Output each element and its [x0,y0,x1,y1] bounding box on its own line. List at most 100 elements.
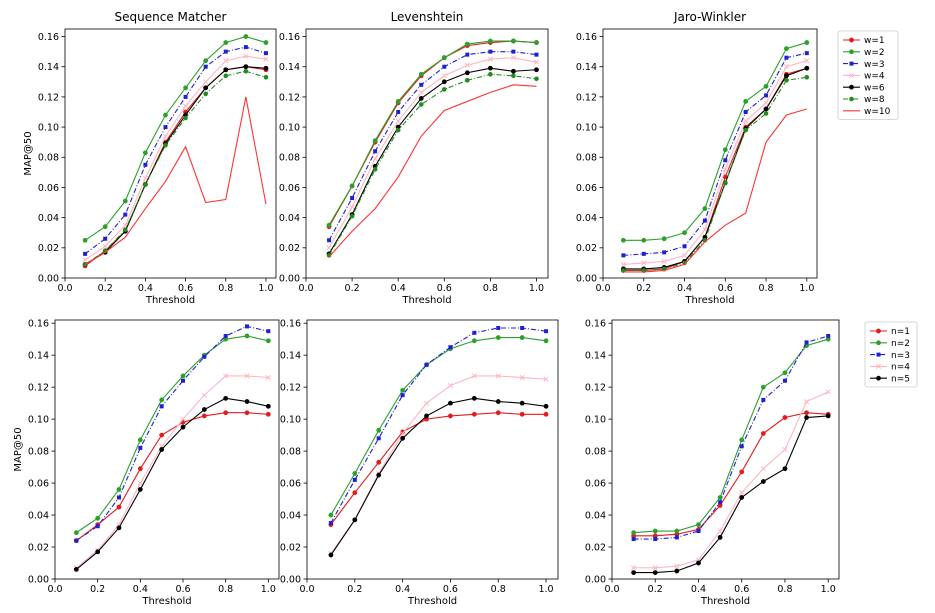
series-n-2 [73,333,271,536]
x-tick-label: 0.2 [345,283,360,294]
series-line-n-3 [330,327,547,524]
data-point-w-6 [534,67,539,73]
data-point-n-1 [448,413,453,419]
data-point-n-5 [159,447,165,452]
y-tick-label: 0.12 [280,383,301,394]
data-point-n-4 [782,446,788,453]
data-point-w-4 [223,58,229,64]
data-point-w-6 [263,65,269,71]
y-tick-label: 0.16 [280,319,301,330]
x-tick-label: 0.0 [595,283,610,294]
data-point-w-4 [418,89,424,95]
series-line-n-2 [633,338,829,534]
y-tick-label: 0.12 [576,92,597,103]
data-point-n-2 [352,471,358,476]
data-point-n-4 [244,373,250,379]
data-point-n-5 [116,525,122,531]
series-n-3 [631,333,831,542]
data-point-w-2 [418,71,424,77]
legend-marker-w-4 [848,72,855,78]
data-point-n-1 [265,411,271,417]
data-point-n-3 [826,333,831,338]
data-point-w-4 [702,227,708,233]
x-tick-label: 0.6 [443,584,458,595]
data-point-w-6 [511,68,516,74]
data-point-w-3 [123,212,128,217]
data-point-w-8 [511,73,516,79]
data-point-n-3 [138,445,143,450]
axes-frame [306,319,559,580]
data-point-n-4 [495,373,501,379]
x-tick-label: 0.8 [483,283,498,294]
x-tick-label: 0.2 [90,584,105,595]
y-tick-label: 0.16 [576,32,597,43]
data-point-w-8 [349,213,355,219]
data-point-n-3 [782,378,787,383]
data-point-n-3 [181,378,185,383]
series-line-n-2 [76,335,269,534]
y-tick-label: 0.14 [280,351,301,362]
x-tick-label: 0.2 [98,283,113,294]
y-tick-label: 0.10 [38,122,59,133]
data-point-n-5 [519,400,525,406]
data-point-w-3 [784,55,789,60]
series-w-2 [620,40,810,243]
data-point-n-2 [739,437,745,443]
x-tick-label: 0.6 [734,584,749,595]
series-w-2 [82,34,269,243]
y-tick-label: 0.00 [38,273,59,284]
data-point-n-4 [674,563,680,569]
legend-marker-w-6 [849,84,854,90]
data-point-w-3 [804,51,809,56]
x-axis-label: Threshold [700,596,750,607]
data-point-w-8 [441,87,447,92]
data-point-w-8 [534,76,539,82]
y-tick-label: 0.16 [38,32,59,43]
x-tick-label: 0.6 [178,283,193,294]
data-point-n-3 [74,538,79,543]
data-point-w-4 [142,175,148,181]
series-n-2 [328,335,549,518]
data-point-w-3 [723,158,728,163]
data-point-n-2 [696,522,701,528]
y-tick-label: 0.10 [576,122,597,133]
data-point-n-3 [376,436,381,441]
series-line-n-4 [75,375,269,569]
data-point-n-1 [519,411,525,417]
chart-title: Sequence Matcher [115,10,227,24]
y-tick-label: 0.06 [38,183,59,194]
data-point-w-3 [465,52,470,57]
data-point-w-4 [510,55,516,61]
x-axis-label: Threshold [145,295,195,306]
data-point-n-3 [520,325,525,330]
y-tick-label: 0.10 [280,415,301,426]
data-point-w-2 [702,206,708,211]
legend-label-n-2: n=2 [891,339,910,349]
legend-label-w-6: w=6 [864,83,885,93]
series-w-10 [84,96,267,265]
data-point-n-2 [400,387,406,393]
x-axis-label: Threshold [141,596,191,607]
legend-label-w-4: w=4 [864,72,885,82]
data-point-n-1 [137,466,143,472]
data-point-w-8 [122,227,128,233]
x-tick-label: 0.0 [298,283,313,294]
series-w-2 [326,38,539,228]
data-point-w-8 [722,180,728,186]
y-tick-label: 0.04 [280,510,301,521]
data-point-w-6 [487,65,493,71]
series-n-3 [328,325,549,526]
data-point-n-4 [739,490,745,496]
data-point-w-8 [203,91,208,97]
y-tick-label: 0.00 [585,574,606,585]
data-point-n-2 [717,495,723,500]
series-line-n-1 [76,412,269,542]
y-tick-label: 0.00 [279,273,300,284]
data-point-n-5 [631,570,637,576]
series-n-4 [631,389,831,571]
y-tick-label: 0.04 [279,213,300,224]
data-point-w-4 [722,166,728,172]
series-w-6 [326,65,539,257]
data-point-n-3 [472,330,477,335]
